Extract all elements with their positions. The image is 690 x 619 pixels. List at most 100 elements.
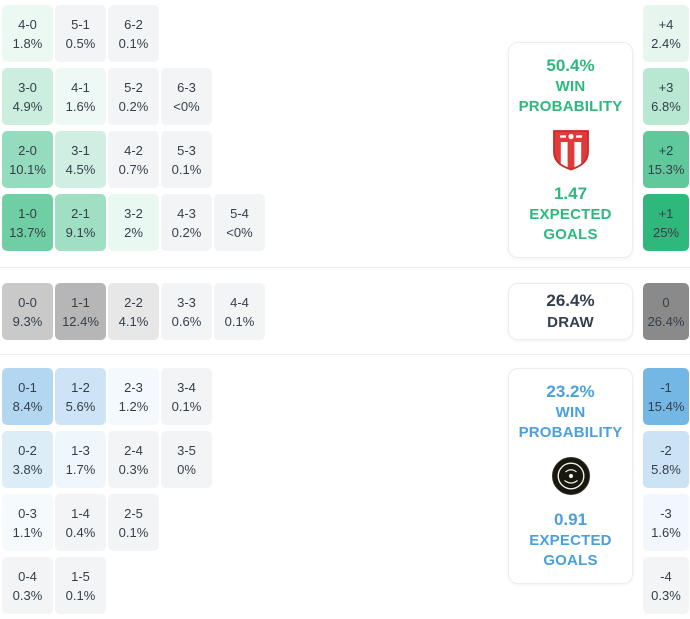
cell-probability-label: 0.1% — [118, 35, 149, 51]
score-cell-0-3: 0-3 1.1% — [2, 494, 53, 551]
score-cell-4-3: 4-3 0.2% — [161, 194, 212, 251]
cell-score-label: 0-1 — [18, 379, 37, 395]
cell-probability-label: 9.3% — [12, 313, 43, 329]
cell-probability-label: 1.7% — [65, 461, 96, 477]
cell-score-label: 1-1 — [71, 294, 90, 310]
margin-cell--3: -3 1.6% — [643, 494, 689, 551]
cell-score-label: +3 — [658, 79, 674, 95]
cell-score-label: 5-2 — [124, 79, 143, 95]
cell-score-label: 4-4 — [230, 294, 249, 310]
cell-score-label: -3 — [660, 505, 672, 521]
margin-cell-+2: +2 15.3% — [643, 131, 689, 188]
cell-score-label: 3-3 — [177, 294, 196, 310]
cell-probability-label: 0.1% — [171, 398, 202, 414]
cell-probability-label: 5.8% — [651, 461, 681, 477]
cell-probability-label: <0% — [173, 98, 200, 114]
score-cell-1-5: 1-5 0.1% — [55, 557, 106, 614]
cell-probability-label: 1.2% — [118, 398, 149, 414]
cell-score-label: -1 — [660, 379, 672, 395]
margin-cell--1: -1 15.4% — [643, 368, 689, 425]
cell-probability-label: 8.4% — [12, 398, 43, 414]
margin-cell-+1: +1 25% — [643, 194, 689, 251]
section-divider — [0, 354, 690, 355]
margin-cell-+4: +4 2.4% — [643, 5, 689, 62]
score-cell-1-2: 1-2 5.6% — [55, 368, 106, 425]
cell-score-label: 2-1 — [71, 205, 90, 221]
away-win-label-line2: PROBABILITY — [518, 424, 623, 441]
cell-score-label: 0-2 — [18, 442, 37, 458]
cell-probability-label: 5.6% — [65, 398, 96, 414]
cell-probability-label: 2.4% — [651, 35, 681, 51]
cell-score-label: 4-1 — [71, 79, 90, 95]
cell-score-label: 2-5 — [124, 505, 143, 521]
cell-probability-label: <0% — [226, 224, 253, 240]
home-expected-goals-block: 1.47 EXPECTED GOALS — [529, 183, 611, 245]
score-cell-1-0: 1-0 13.7% — [2, 194, 53, 251]
score-cell-5-3: 5-3 0.1% — [161, 131, 212, 188]
draw-panel: 26.4% DRAW — [508, 283, 633, 340]
cell-probability-label: 25% — [652, 224, 680, 240]
cell-probability-label: 15.3% — [647, 161, 685, 177]
score-cell-0-2: 0-2 3.8% — [2, 431, 53, 488]
cell-score-label: 6-3 — [177, 79, 196, 95]
score-cell-3-2: 3-2 2% — [108, 194, 159, 251]
away-win-panel: 23.2% WIN PROBABILITY 0.91 EXPECTED GOAL… — [508, 368, 633, 584]
cell-score-label: 3-2 — [124, 205, 143, 221]
cell-score-label: +4 — [658, 16, 674, 32]
home-win-label-line2: PROBABILITY — [518, 98, 623, 115]
score-cell-6-3: 6-3 <0% — [161, 68, 212, 125]
cell-probability-label: 12.4% — [62, 313, 99, 329]
cell-score-label: 0-0 — [18, 294, 37, 310]
home-win-probability-block: 50.4% WIN PROBABILITY — [519, 55, 623, 117]
cell-probability-label: 6.8% — [651, 98, 681, 114]
score-cell-6-2: 6-2 0.1% — [108, 5, 159, 62]
cell-score-label: 4-3 — [177, 205, 196, 221]
away-eg-label-line1: EXPECTED — [529, 532, 612, 549]
away-win-probability-block: 23.2% WIN PROBABILITY — [519, 381, 623, 443]
home-win-probability-value: 50.4% — [546, 56, 595, 75]
score-cell-2-3: 2-3 1.2% — [108, 368, 159, 425]
cell-score-label: 1-2 — [71, 379, 90, 395]
cell-probability-label: 13.7% — [9, 224, 46, 240]
score-cell-3-0: 3-0 4.9% — [2, 68, 53, 125]
score-cell-2-4: 2-4 0.3% — [108, 431, 159, 488]
score-cell-0-4: 0-4 0.3% — [2, 557, 53, 614]
cell-probability-label: 4.9% — [12, 98, 43, 114]
cell-probability-label: 2% — [124, 224, 143, 240]
away-eg-label-line2: GOALS — [543, 552, 598, 569]
score-cell-2-0: 2-0 10.1% — [2, 131, 53, 188]
score-cell-5-1: 5-1 0.5% — [55, 5, 106, 62]
cell-probability-label: 0.4% — [65, 524, 96, 540]
cell-score-label: 5-1 — [71, 16, 90, 32]
cell-probability-label: 0.6% — [171, 313, 202, 329]
score-cell-0-0: 0-0 9.3% — [2, 283, 53, 340]
cell-score-label: -2 — [660, 442, 672, 458]
score-cell-2-5: 2-5 0.1% — [108, 494, 159, 551]
away-win-label-line1: WIN — [555, 404, 586, 421]
cell-probability-label: 9.1% — [65, 224, 96, 240]
cell-probability-label: 3.8% — [12, 461, 43, 477]
cell-probability-label: 0.2% — [118, 98, 149, 114]
cell-score-label: 2-2 — [124, 294, 143, 310]
cell-probability-label: 0% — [177, 461, 196, 477]
cell-probability-label: 26.4% — [647, 313, 685, 329]
cell-probability-label: 0.3% — [651, 587, 681, 603]
cell-score-label: 0-4 — [18, 568, 37, 584]
score-cell-2-1: 2-1 9.1% — [55, 194, 106, 251]
margin-cell-+3: +3 6.8% — [643, 68, 689, 125]
cell-probability-label: 10.1% — [9, 161, 46, 177]
cell-probability-label: 0.1% — [65, 587, 96, 603]
cell-score-label: 0-3 — [18, 505, 37, 521]
cell-probability-label: 1.8% — [12, 35, 43, 51]
cell-score-label: 6-2 — [124, 16, 143, 32]
cell-probability-label: 0.1% — [171, 161, 202, 177]
cell-score-label: 3-5 — [177, 442, 196, 458]
draw-probability-value: 26.4% — [546, 291, 595, 310]
score-cell-4-2: 4-2 0.7% — [108, 131, 159, 188]
score-cell-3-4: 3-4 0.1% — [161, 368, 212, 425]
score-cell-4-0: 4-0 1.8% — [2, 5, 53, 62]
cell-score-label: 4-0 — [18, 16, 37, 32]
cell-probability-label: 0.5% — [65, 35, 96, 51]
cell-score-label: 3-4 — [177, 379, 196, 395]
